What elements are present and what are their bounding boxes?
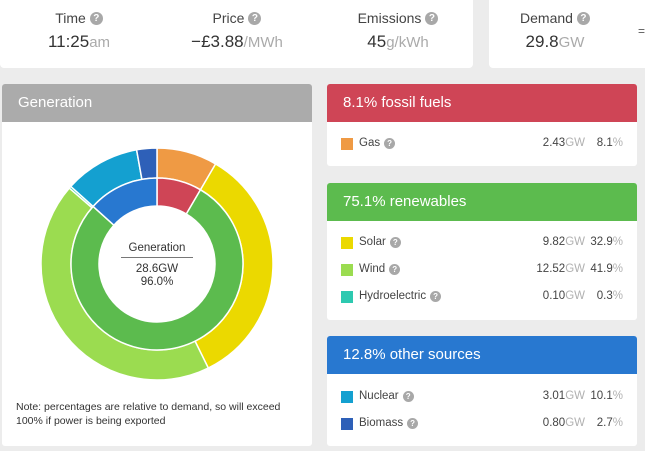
stat-unit: g/kWh bbox=[386, 34, 429, 51]
stat-label: Time bbox=[55, 10, 86, 26]
source-gw: 9.82GW bbox=[542, 236, 585, 248]
legend-swatch bbox=[341, 418, 353, 430]
source-pct: 0.3% bbox=[596, 290, 623, 302]
stat-time: Time? 11:25am bbox=[14, 10, 144, 52]
stat-value: 29.8 bbox=[525, 32, 559, 51]
generation-donut-chart bbox=[40, 147, 274, 381]
source-gw: 3.01GW bbox=[542, 390, 585, 402]
fossil-header: 8.1% fossil fuels bbox=[327, 84, 637, 122]
stat-unit: /MWh bbox=[243, 34, 283, 51]
fossil-panel: 8.1% fossil fuels Gas? 2.43GW 8.1% bbox=[327, 84, 637, 166]
clipped-glyph: = bbox=[637, 24, 645, 38]
stat-value: 45 bbox=[367, 32, 387, 51]
stat-value: −£3.88 bbox=[191, 32, 244, 51]
source-name: Solar bbox=[359, 236, 386, 248]
stat-value: 11:25 bbox=[47, 32, 90, 51]
source-pct: 2.7% bbox=[596, 417, 623, 429]
source-gw: 0.10GW bbox=[542, 290, 585, 302]
source-name: Gas bbox=[359, 137, 381, 149]
stat-label: Demand bbox=[520, 10, 573, 26]
stat-unit: GW bbox=[558, 34, 585, 51]
generation-title: Generation bbox=[18, 94, 93, 111]
other-sources-panel: 12.8% other sources Nuclear? 3.01GW 10.1… bbox=[327, 336, 637, 446]
stat-price: Price? −£3.88/MWh bbox=[172, 10, 302, 52]
source-pct: 10.1% bbox=[590, 390, 623, 402]
inner-slice-other-sources[interactable] bbox=[92, 177, 158, 227]
source-gw: 2.43GW bbox=[542, 137, 585, 149]
source-pct: 32.9% bbox=[590, 236, 623, 248]
stat-label: Price bbox=[212, 10, 245, 26]
source-row-biomass: Biomass? 0.80GW 2.7% bbox=[327, 414, 637, 434]
source-pct: 41.9% bbox=[590, 263, 623, 275]
source-name: Nuclear bbox=[359, 390, 399, 402]
demand-card: Demand? 29.8GW = bbox=[489, 0, 645, 68]
donut-center-total: 28.6GW bbox=[135, 263, 179, 275]
help-icon[interactable]: ? bbox=[89, 11, 103, 25]
fossil-title: 8.1% fossil fuels bbox=[343, 94, 452, 111]
help-icon[interactable]: ? bbox=[407, 417, 419, 429]
source-row-hydroelectric: Hydroelectric? 0.10GW 0.3% bbox=[327, 287, 637, 307]
stat-label: Emissions bbox=[357, 10, 422, 26]
source-gw: 12.52GW bbox=[536, 263, 585, 275]
stat-unit: am bbox=[89, 34, 111, 51]
donut-center-label: Generation bbox=[121, 242, 193, 258]
source-name: Wind bbox=[359, 263, 386, 275]
legend-swatch bbox=[341, 291, 353, 303]
help-icon[interactable]: ? bbox=[402, 390, 414, 402]
other-sources-header: 12.8% other sources bbox=[327, 336, 637, 374]
source-row-wind: Wind? 12.52GW 41.9% bbox=[327, 260, 637, 280]
source-name: Biomass bbox=[359, 417, 404, 429]
source-pct: 8.1% bbox=[596, 137, 623, 149]
legend-swatch bbox=[341, 391, 353, 403]
inner-slice-renewables[interactable] bbox=[70, 188, 244, 351]
stats-card: Time? 11:25am Price? −£3.88/MWh Emission… bbox=[0, 0, 473, 68]
renewables-panel: 75.1% renewables Solar? 9.82GW 32.9% Win… bbox=[327, 183, 637, 320]
help-icon[interactable]: ? bbox=[384, 137, 396, 149]
source-gw: 0.80GW bbox=[542, 417, 585, 429]
stat-emissions: Emissions? 45g/kWh bbox=[333, 10, 463, 52]
source-row-solar: Solar? 9.82GW 32.9% bbox=[327, 233, 637, 253]
help-icon[interactable]: ? bbox=[389, 236, 401, 248]
generation-header: Generation bbox=[2, 84, 312, 122]
source-row-nuclear: Nuclear? 3.01GW 10.1% bbox=[327, 387, 637, 407]
renewables-header: 75.1% renewables bbox=[327, 183, 637, 221]
help-icon[interactable]: ? bbox=[576, 11, 590, 25]
renewables-title: 75.1% renewables bbox=[343, 193, 467, 210]
other-sources-title: 12.8% other sources bbox=[343, 346, 481, 363]
donut-center-percent: 96.0% bbox=[140, 276, 174, 288]
generation-panel: Generation Generation 28.6GW 96.0% Note:… bbox=[2, 84, 312, 446]
help-icon[interactable]: ? bbox=[425, 11, 439, 25]
help-icon[interactable]: ? bbox=[248, 11, 262, 25]
legend-swatch bbox=[341, 237, 353, 249]
help-icon[interactable]: ? bbox=[430, 290, 442, 302]
generation-note: Note: percentages are relative to demand… bbox=[16, 401, 281, 427]
donut-center: Generation 28.6GW 96.0% bbox=[107, 242, 207, 288]
stat-demand: Demand? 29.8GW bbox=[490, 10, 620, 52]
source-row-gas: Gas? 2.43GW 8.1% bbox=[327, 134, 637, 154]
source-name: Hydroelectric bbox=[359, 290, 427, 302]
legend-swatch bbox=[341, 264, 353, 276]
help-icon[interactable]: ? bbox=[389, 263, 401, 275]
legend-swatch bbox=[341, 138, 353, 150]
